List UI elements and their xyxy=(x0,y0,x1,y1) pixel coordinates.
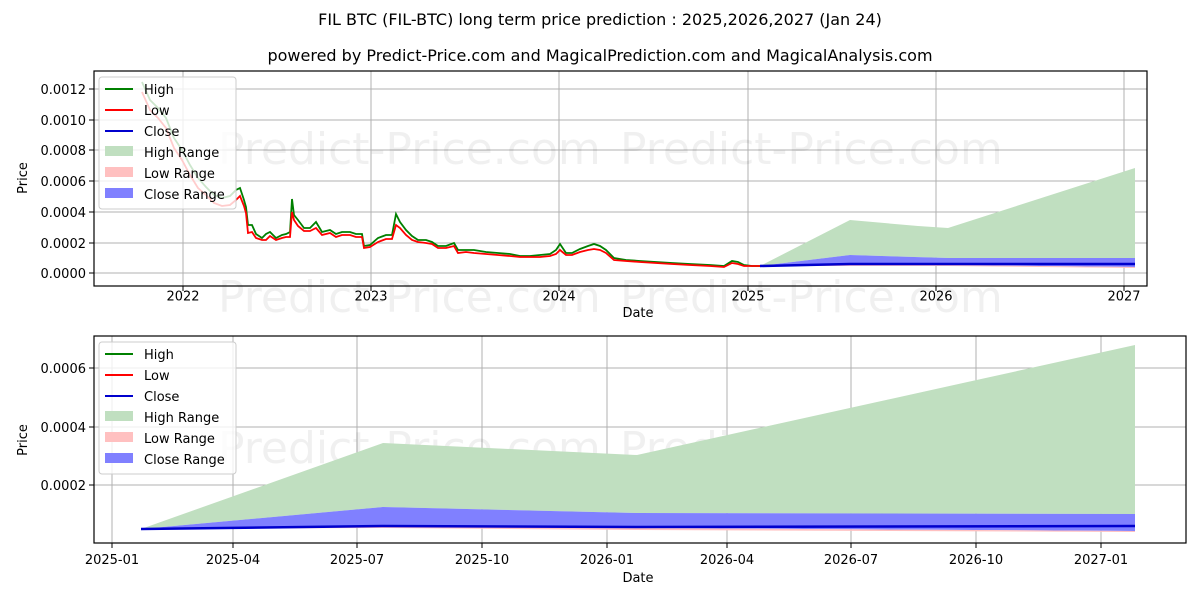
top-x-axis-label: Date xyxy=(622,306,653,321)
top-x-tick-label: 2026 xyxy=(919,290,952,305)
bottom-close-line xyxy=(140,524,1136,531)
legend-label: High xyxy=(144,83,174,98)
top-x-tick-label: 2024 xyxy=(542,290,575,305)
bottom-x-tick-label: 2025-04 xyxy=(206,553,260,568)
watermark: Predict-Price.com xyxy=(218,124,601,175)
bottom-x-axis-label: Date xyxy=(622,571,653,586)
legend-high-range-swatch xyxy=(105,411,133,421)
top-low-range-area xyxy=(760,265,1135,268)
legend-label: Close Range xyxy=(144,453,225,468)
bottom-plot-frame xyxy=(93,335,1187,544)
watermark: Predict-Price.com xyxy=(620,272,1003,323)
bottom-x-tick-label: 2026-10 xyxy=(949,553,1003,568)
bottom-x-tick-label: 2025-10 xyxy=(455,553,509,568)
bottom-x-tick-label: 2025-01 xyxy=(85,553,139,568)
legend-label: Low xyxy=(144,104,170,119)
bottom-y-ticks xyxy=(89,367,94,486)
chart-title: FIL BTC (FIL-BTC) long term price predic… xyxy=(318,10,882,29)
legend-label: Close xyxy=(144,390,179,405)
top-x-tick-label: 2027 xyxy=(1107,290,1140,305)
bottom-y-tick-label: 0.0006 xyxy=(41,362,87,377)
watermark: Predict-Price.com xyxy=(620,124,1003,175)
top-y-tick-label: 0.0002 xyxy=(41,237,87,252)
top-x-ticks xyxy=(182,286,1125,291)
legend-label: Low Range xyxy=(144,432,215,447)
bottom-x-tick-label: 2026-01 xyxy=(580,553,634,568)
bottom-legend: High Low Close High Range Low Range Clos… xyxy=(98,341,237,475)
bottom-chart: Predict-Price.com Predict-Price.com 0.00… xyxy=(16,335,1187,586)
top-close-line xyxy=(759,262,1135,268)
top-high-line xyxy=(141,81,760,267)
top-x-tick-label: 2023 xyxy=(354,290,387,305)
top-x-tick-label: 2025 xyxy=(731,290,764,305)
top-y-tick-label: 0.0004 xyxy=(41,206,87,221)
legend-high-range-swatch xyxy=(105,146,133,156)
bottom-x-tick-label: 2026-07 xyxy=(824,553,878,568)
legend-label: High xyxy=(144,348,174,363)
chart-subtitle: powered by Predict-Price.com and Magical… xyxy=(267,46,933,65)
top-y-tick-label: 0.0008 xyxy=(41,144,87,159)
legend-label: Close Range xyxy=(144,188,225,203)
top-y-tick-label: 0.0010 xyxy=(41,114,87,129)
legend-close-range-swatch xyxy=(105,188,133,198)
bottom-high-range-area xyxy=(141,345,1135,529)
legend-low-range-swatch xyxy=(105,432,133,442)
top-legend: High Low Close High Range Low Range Clos… xyxy=(98,76,237,210)
bottom-y-tick-label: 0.0002 xyxy=(41,479,87,494)
legend-close-range-swatch xyxy=(105,453,133,463)
legend-label: High Range xyxy=(144,411,219,426)
bottom-y-tick-label: 0.0004 xyxy=(41,421,87,436)
bottom-x-tick-label: 2025-07 xyxy=(330,553,384,568)
top-high-range-area xyxy=(760,168,1135,266)
top-y-tick-label: 0.0006 xyxy=(41,175,87,190)
legend-label: Low xyxy=(144,369,170,384)
watermark: Predict-Price.com xyxy=(218,272,601,323)
top-y-axis-label: Price xyxy=(16,162,31,194)
legend-label: High Range xyxy=(144,146,219,161)
legend-label: Close xyxy=(144,125,179,140)
top-plot-frame xyxy=(93,70,1148,287)
top-chart: Predict-Price.com Predict-Price.com Pred… xyxy=(16,70,1148,323)
top-x-tick-label: 2022 xyxy=(166,290,199,305)
legend-label: Low Range xyxy=(144,167,215,182)
legend-low-range-swatch xyxy=(105,167,133,177)
top-y-tick-label: 0.0012 xyxy=(41,83,87,98)
bottom-y-axis-label: Price xyxy=(16,424,31,456)
bottom-low-range-area xyxy=(141,526,1135,532)
top-low-line xyxy=(141,91,760,268)
bottom-x-ticks xyxy=(111,543,1102,548)
top-y-ticks xyxy=(89,88,94,274)
top-y-tick-label: 0.0000 xyxy=(41,267,87,282)
bottom-x-tick-label: 2027-01 xyxy=(1074,553,1128,568)
bottom-x-tick-label: 2026-04 xyxy=(700,553,754,568)
